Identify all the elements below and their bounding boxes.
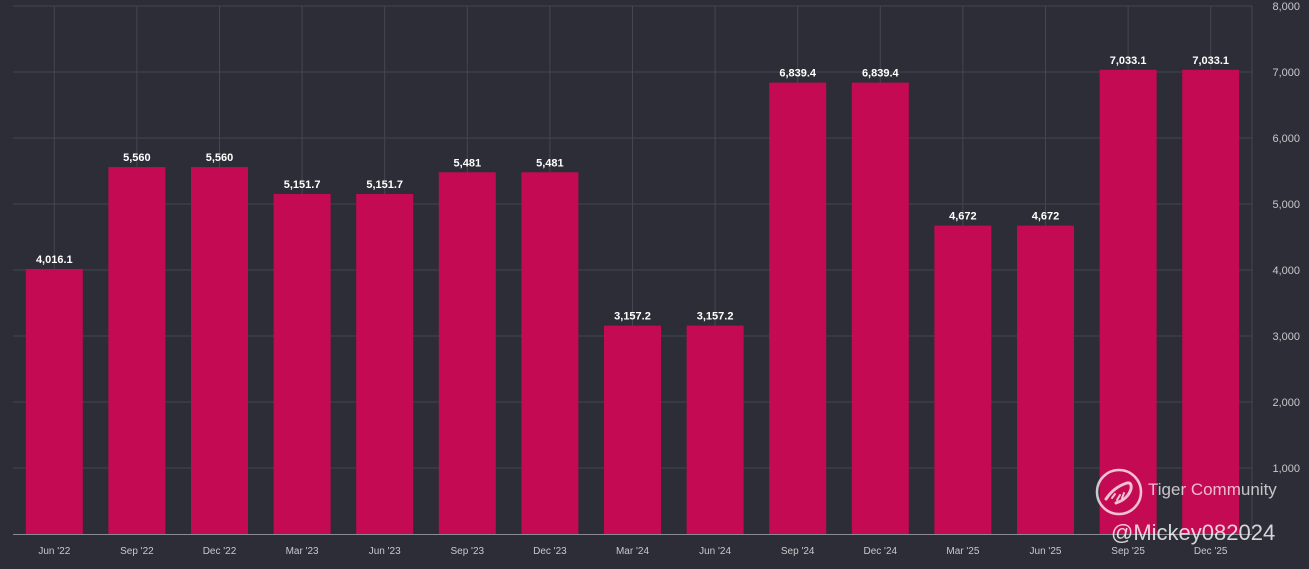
y-tick-label: 1,000 — [1272, 463, 1300, 475]
bar — [686, 325, 744, 534]
x-tick-label: Jun '24 — [699, 546, 731, 557]
bar-value-label: 4,016.1 — [36, 254, 73, 266]
x-tick-label: Sep '23 — [450, 546, 484, 557]
y-tick-label: 2,000 — [1272, 397, 1300, 409]
y-tick-label: 5,000 — [1272, 199, 1300, 211]
bar — [273, 193, 331, 534]
x-tick-label: Mar '23 — [286, 546, 319, 557]
x-tick-label: Sep '22 — [120, 546, 154, 557]
bar-value-label: 5,481 — [454, 157, 482, 169]
tiger-logo-icon — [1095, 468, 1143, 516]
bar — [934, 225, 992, 534]
y-axis-ticks: 1,000 2,000 3,000 4,000 5,000 6,000 7,000 8,000 — [1272, 1, 1300, 475]
bar-value-label: 4,672 — [1032, 211, 1060, 223]
x-tick-label: Jun '22 — [38, 546, 70, 557]
bar-value-label: 5,481 — [536, 157, 564, 169]
bar-value-label: 6,839.4 — [862, 68, 900, 80]
x-tick-label: Sep '24 — [781, 546, 815, 557]
bars — [25, 69, 1240, 535]
bar-value-label: 5,560 — [206, 152, 234, 164]
bar-value-label: 7,033.1 — [1192, 55, 1229, 67]
watermark-user: @Mickey082024 — [1111, 520, 1276, 545]
x-tick-label: Dec '24 — [864, 546, 898, 557]
bar — [438, 172, 496, 534]
bar — [604, 325, 661, 534]
bar-value-label: 5,151.7 — [284, 179, 321, 191]
bar-value-label: 4,672 — [949, 211, 977, 223]
x-tick-label: Mar '25 — [946, 546, 979, 557]
bar — [521, 172, 579, 534]
bar-value-label: 3,157.2 — [697, 311, 734, 323]
x-tick-label: Jun '25 — [1030, 546, 1062, 557]
bar — [1017, 225, 1074, 534]
bar-value-label: 5,151.7 — [366, 179, 403, 191]
bar — [191, 167, 248, 535]
watermark-brand: Tiger Community — [1148, 480, 1277, 499]
bar — [356, 193, 414, 534]
x-tick-label: Mar '24 — [616, 546, 649, 557]
y-tick-label: 8,000 — [1272, 1, 1300, 13]
bar-value-label: 7,033.1 — [1110, 55, 1147, 67]
x-tick-label: Dec '22 — [203, 546, 237, 557]
bar-value-label: 6,839.4 — [779, 68, 817, 80]
x-tick-label: Dec '25 — [1194, 546, 1228, 557]
y-tick-label: 4,000 — [1272, 265, 1300, 277]
bar — [25, 268, 83, 534]
data-labels: 4,016.1 5,560 5,560 5,151.7 5,151.7 5,481 5,48… — [36, 55, 1229, 323]
bar-value-label: 5,560 — [123, 152, 151, 164]
y-tick-label: 7,000 — [1272, 67, 1300, 79]
y-tick-label: 6,000 — [1272, 133, 1300, 145]
bar — [108, 167, 166, 535]
x-tick-label: Jun '23 — [369, 546, 401, 557]
bar — [1182, 69, 1240, 534]
y-tick-label: 3,000 — [1272, 331, 1300, 343]
x-tick-label: Dec '23 — [533, 546, 567, 557]
bar — [769, 82, 827, 534]
bar — [1099, 69, 1157, 534]
x-axis-ticks: Jun '22 Sep '22 Dec '22 Mar '23 Jun '23 Sep '… — [38, 546, 1228, 557]
bar — [851, 82, 909, 534]
x-tick-label: Sep '25 — [1111, 546, 1145, 557]
bar-value-label: 3,157.2 — [614, 311, 651, 323]
